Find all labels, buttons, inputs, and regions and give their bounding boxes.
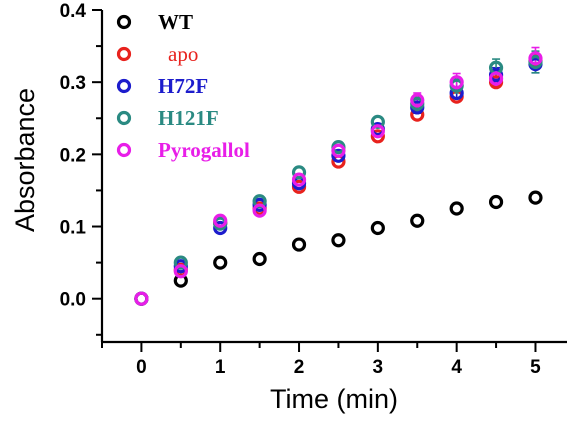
data-point — [331, 143, 346, 158]
data-point — [528, 51, 543, 66]
data-point — [370, 129, 385, 144]
legend-label: H121F — [158, 106, 219, 130]
y-tick-label: 0.2 — [60, 145, 86, 166]
data-point — [370, 220, 385, 236]
y-axis-title: Absorbance — [10, 88, 40, 232]
data-point — [488, 71, 504, 86]
legend-label: H72F — [158, 74, 208, 98]
data-point — [291, 237, 307, 252]
data-point — [331, 148, 346, 163]
legend-marker — [116, 110, 132, 126]
data-point — [410, 93, 425, 108]
data-point — [488, 194, 504, 210]
y-tick-label: 0.0 — [60, 290, 86, 311]
x-tick-label: 4 — [451, 357, 462, 378]
data-point — [528, 190, 543, 205]
y-tick-label: 0.3 — [60, 73, 86, 94]
legend-label: Pyrogallol — [158, 138, 250, 162]
data-point — [449, 201, 464, 216]
data-point — [291, 165, 307, 180]
data-point — [252, 194, 267, 209]
legend-label: WT — [158, 10, 193, 34]
data-point — [213, 255, 228, 270]
legend-marker — [116, 14, 132, 30]
data-point — [410, 213, 425, 228]
x-tick-label: 0 — [136, 357, 147, 378]
data-point — [173, 264, 188, 279]
x-tick-label: 2 — [294, 357, 305, 378]
legend-marker — [116, 46, 132, 62]
legend: WT apo H72F H121F Pyrogallol — [116, 10, 250, 162]
data-point — [134, 291, 149, 306]
series-wt — [134, 190, 543, 306]
data-point — [173, 255, 188, 270]
axes: 0 1 2 3 4 5 0.0 0.1 0.2 0.3 0.4 — [60, 1, 567, 378]
y-tick-label: 0.4 — [60, 1, 87, 22]
data-point — [370, 114, 385, 129]
legend-marker — [116, 142, 132, 158]
data-point — [252, 203, 267, 218]
data-point — [331, 233, 346, 248]
series-pyrogallol — [134, 51, 543, 306]
data-point — [370, 124, 385, 139]
data-points — [134, 51, 543, 306]
legend-marker — [116, 78, 132, 94]
x-tick-label: 3 — [373, 357, 384, 378]
error-bars — [413, 46, 540, 115]
x-axis-title: Time (min) — [270, 384, 398, 414]
data-point — [252, 251, 267, 267]
x-tick-label: 1 — [215, 357, 226, 378]
legend-label: apo — [168, 42, 198, 66]
y-tick-label: 0.1 — [60, 218, 87, 239]
x-tick-label: 5 — [530, 357, 541, 378]
data-point — [213, 213, 228, 228]
data-point — [449, 75, 464, 90]
data-point — [291, 172, 307, 187]
